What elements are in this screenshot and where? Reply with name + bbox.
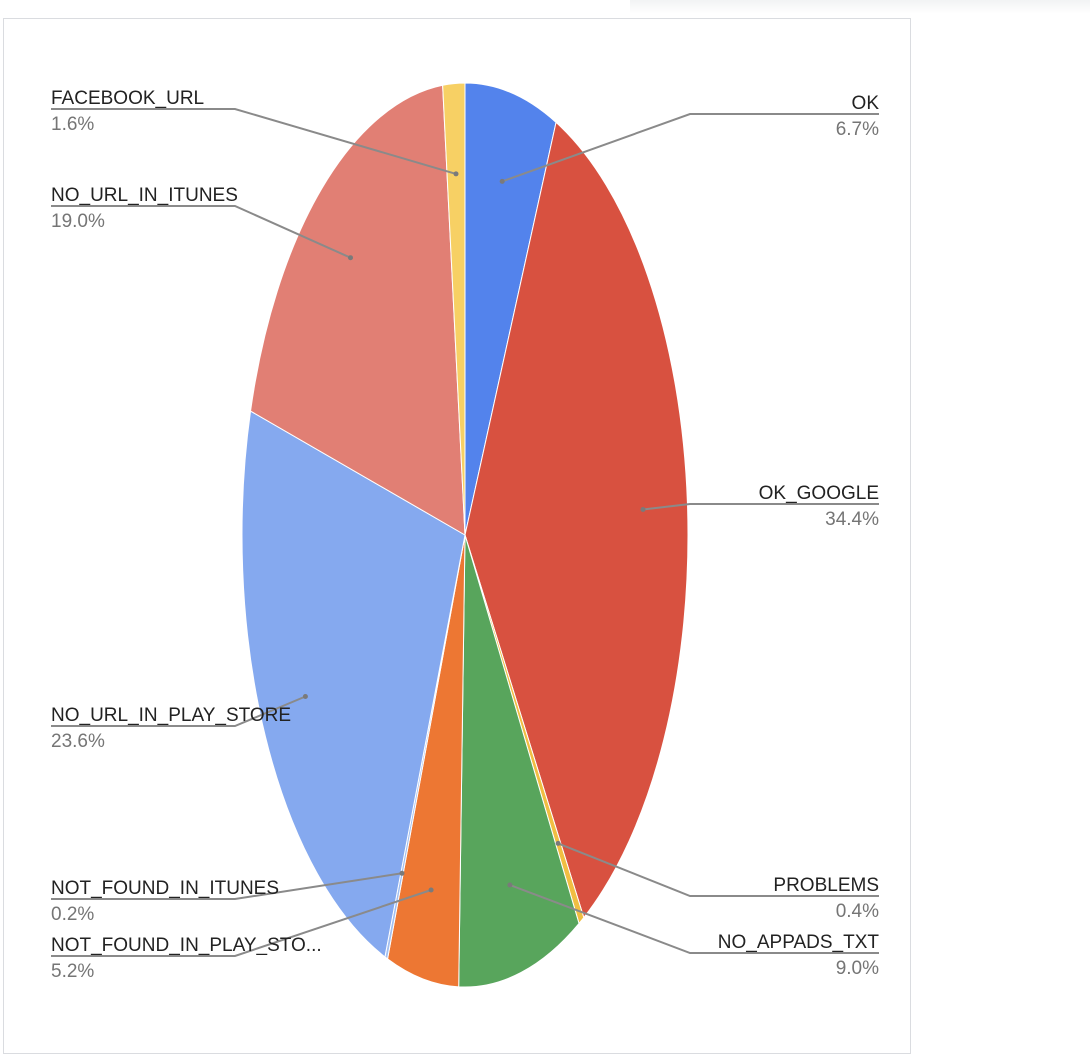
pie-slice-ok[interactable]	[464, 82, 557, 536]
pie-slice-no-url-in-itunes[interactable]	[250, 84, 466, 536]
leader-line-no-url-in-itunes	[51, 205, 351, 259]
slice-label-ok-google: OK_GOOGLE	[759, 483, 879, 504]
leader-dot-no-url-in-itunes	[348, 255, 353, 261]
slice-labels: OK 6.7% OK_GOOGLE 34.4% PROBLEMS 0.4% NO_APPAD…	[51, 88, 879, 982]
slice-percent-no-url-in-itunes: 19.0%	[51, 211, 105, 232]
slice-percent-problems: 0.4%	[836, 901, 879, 922]
slice-label-no-url-in-play-store: NO_URL_IN_PLAY_STORE	[51, 705, 291, 726]
slice-label-no-appads-txt: NO_APPADS_TXT	[718, 932, 880, 953]
slice-percent-not-found-in-play-sto: 5.2%	[51, 961, 94, 982]
leader-dot-not-found-in-itunes	[399, 870, 405, 876]
leader-line-not-found-in-play-sto	[51, 889, 432, 957]
leader-dot-ok	[499, 178, 505, 184]
leader-dot-problems	[555, 840, 561, 846]
slice-label-no-url-in-itunes: NO_URL_IN_ITUNES	[51, 185, 238, 206]
slice-percent-ok-google: 34.4%	[825, 509, 879, 530]
leader-dot-no-appads-txt	[507, 882, 513, 888]
leader-line-ok	[501, 113, 879, 183]
pie-slice-ok-google[interactable]	[464, 121, 689, 919]
leader-line-ok-google	[642, 503, 879, 511]
leader-line-no-appads-txt	[509, 884, 879, 954]
pie-slice-not-found-in-play-sto[interactable]	[387, 534, 466, 988]
leader-line-problems	[557, 842, 879, 897]
slice-percent-facebook-url: 1.6%	[51, 114, 94, 135]
top-shadow-strip	[630, 0, 1090, 14]
pie-slice-no-appads-txt[interactable]	[458, 534, 580, 988]
leader-line-facebook-url	[51, 108, 457, 175]
slice-label-not-found-in-itunes: NOT_FOUND_IN_ITUNES	[51, 878, 279, 899]
slice-label-ok: OK	[852, 93, 880, 114]
slice-percent-ok: 6.7%	[836, 119, 879, 140]
leader-lines	[51, 108, 879, 957]
leader-line-no-url-in-play-store	[51, 695, 306, 727]
slice-label-facebook-url: FACEBOOK_URL	[51, 88, 204, 109]
pie-slice-no-url-in-play-store[interactable]	[241, 410, 466, 958]
leader-dot-no-url-in-play-store	[302, 694, 308, 699]
pie-slices	[241, 82, 689, 988]
leader-dot-ok-google	[640, 507, 646, 512]
pie-slice-facebook-url[interactable]	[442, 82, 466, 536]
leader-dot-facebook-url	[453, 171, 459, 177]
slice-label-problems: PROBLEMS	[773, 875, 879, 896]
slice-percent-no-url-in-play-store: 23.6%	[51, 731, 105, 752]
slice-percent-no-appads-txt: 9.0%	[836, 958, 879, 979]
slice-label-not-found-in-play-sto: NOT_FOUND_IN_PLAY_STO...	[51, 935, 322, 956]
leader-line-not-found-in-itunes	[51, 872, 403, 900]
slice-percent-not-found-in-itunes: 0.2%	[51, 904, 94, 925]
leader-dot-not-found-in-play-sto	[428, 887, 434, 893]
